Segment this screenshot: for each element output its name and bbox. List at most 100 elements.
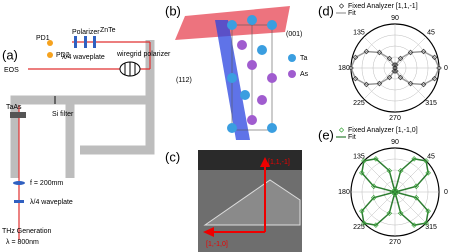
data-point	[420, 48, 427, 55]
atom	[240, 90, 250, 100]
legend-label: Fit	[348, 134, 356, 141]
legend: Ta As	[288, 54, 309, 78]
sample-block	[10, 112, 26, 118]
atom	[227, 123, 237, 133]
data-point	[411, 156, 417, 162]
data-point	[376, 80, 383, 87]
wiregrid-label: wiregrid polarizer	[116, 51, 171, 58]
angle-label: 315	[425, 100, 437, 107]
angle-label: 135	[353, 29, 365, 36]
panel-label: (e)	[318, 127, 334, 142]
data-point	[397, 55, 404, 62]
atom	[267, 123, 277, 133]
data-point	[431, 54, 438, 61]
waveplate-label: λ/4 waveplate	[30, 199, 73, 206]
panel-label: (b)	[165, 3, 181, 18]
panel-label: (a)	[2, 47, 18, 62]
lens-label: f = 200mm	[30, 180, 63, 187]
crystal-facet	[203, 179, 301, 226]
image-region	[198, 150, 302, 170]
plane-label: (001)	[286, 31, 302, 38]
data-point	[423, 158, 429, 164]
data-point	[376, 49, 383, 56]
angle-label: 90	[391, 139, 399, 146]
data-point	[386, 210, 393, 217]
angle-label: 225	[353, 100, 365, 107]
legend-marker	[338, 3, 345, 9]
znte-label: ZnTe	[100, 27, 116, 34]
angle-label: 180	[338, 189, 350, 196]
angle-label: 135	[353, 153, 365, 160]
data-point	[373, 222, 379, 228]
angle-label: 0	[444, 65, 448, 72]
angle-label: 270	[389, 115, 401, 122]
polar-spoke	[363, 191, 396, 224]
arrowhead	[260, 157, 270, 167]
legend-swatch	[288, 70, 296, 78]
data-point	[386, 167, 393, 174]
angle-label: 270	[389, 239, 401, 246]
data-point	[373, 156, 379, 162]
data-point	[393, 68, 399, 74]
data-point	[386, 55, 393, 62]
fit-line	[350, 50, 440, 86]
atom	[247, 60, 257, 70]
lens	[13, 181, 25, 185]
data-point	[407, 49, 414, 56]
data-point	[392, 191, 398, 197]
angle-label: 45	[427, 29, 435, 36]
atom	[267, 20, 277, 30]
waveplate-label: λ/4 waveplate	[62, 54, 105, 61]
atom	[237, 40, 247, 50]
arrowhead	[203, 227, 214, 237]
beam-path	[80, 100, 155, 155]
polar-spoke	[394, 160, 427, 193]
pd1-label: PD1	[36, 35, 50, 42]
photodiode	[47, 40, 53, 46]
legend-label: As	[300, 71, 309, 78]
data-point	[425, 170, 431, 176]
beam-path	[10, 40, 155, 178]
legend-swatch	[288, 54, 296, 62]
data-point	[436, 65, 442, 71]
data-point	[420, 81, 427, 88]
photodiode	[47, 52, 53, 58]
waveplate	[84, 36, 87, 48]
direction-label: [1,-1,0]	[206, 241, 228, 248]
angle-label: 315	[425, 224, 437, 231]
polarizer	[74, 36, 77, 48]
legend-label: Fixed Analyzer [1,-1,0]	[348, 127, 418, 134]
data-point	[359, 208, 365, 214]
plane-label: (112)	[176, 77, 192, 84]
atom	[227, 73, 237, 83]
data-point	[386, 74, 393, 81]
data-point	[423, 220, 429, 226]
znte	[93, 36, 96, 48]
si-filter-label: Si filter	[52, 111, 74, 118]
panel-label: (d)	[318, 3, 334, 18]
data-point	[352, 75, 359, 82]
generation-label: THz Generation	[2, 228, 52, 235]
data-point	[407, 80, 414, 87]
atom	[267, 73, 277, 83]
data-point	[363, 81, 370, 88]
data-point	[370, 183, 377, 190]
polar-spoke	[363, 160, 396, 193]
angle-label: 90	[391, 15, 399, 22]
legend-label: Ta	[300, 55, 308, 62]
atom	[247, 15, 257, 25]
sem-image: (c) [1,1,-1] [1,-1,0]	[165, 149, 302, 252]
angle-label: 225	[353, 224, 365, 231]
atom	[227, 20, 237, 30]
eos-label: EOS	[4, 67, 19, 74]
data-point	[359, 170, 365, 176]
data-point	[363, 48, 370, 55]
polar-spoke	[394, 191, 427, 224]
sample-label: TaAs	[6, 104, 22, 111]
data-point	[413, 194, 420, 201]
legend-marker	[338, 127, 345, 133]
wavelength-label: λ = 800nm	[6, 239, 39, 246]
waveplate	[14, 200, 24, 203]
panel-label: (c)	[165, 149, 180, 164]
